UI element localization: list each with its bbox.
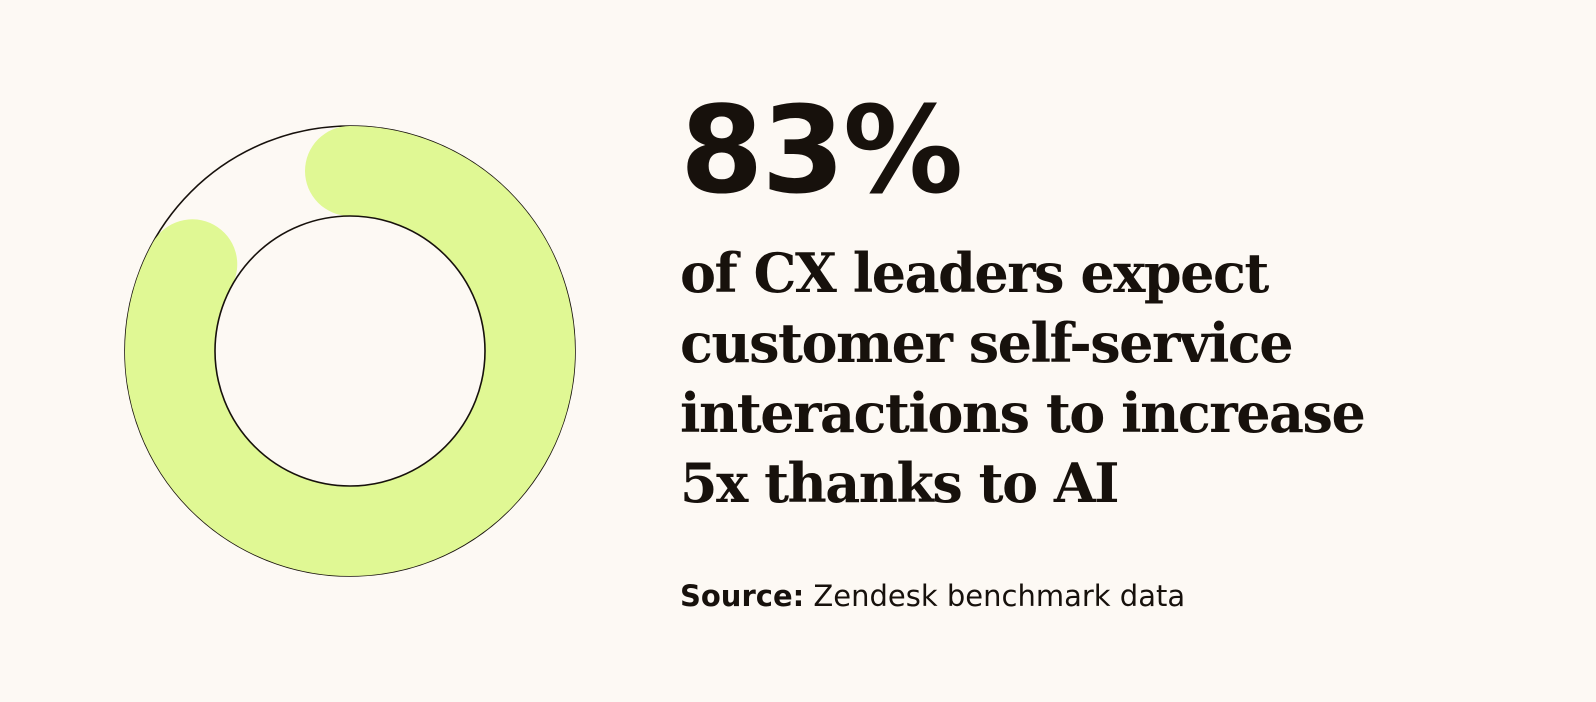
stat-text-block: 83% of CX leaders expect customer self-s… bbox=[680, 92, 1560, 611]
headline-line: 5x thanks to AI bbox=[680, 451, 1120, 515]
headline-line: of CX leaders expect bbox=[680, 241, 1269, 305]
donut-arc-83-percent bbox=[125, 126, 575, 576]
headline-line: interactions to increase bbox=[680, 381, 1366, 445]
stat-headline: of CX leaders expect customer self-servi… bbox=[680, 238, 1560, 518]
stat-value: 83% bbox=[680, 82, 963, 221]
source-line: Source: Zendesk benchmark data bbox=[680, 582, 1560, 611]
source-text: Zendesk benchmark data bbox=[804, 579, 1186, 613]
source-label: Source: bbox=[680, 579, 805, 613]
headline-line: customer self-service bbox=[680, 311, 1294, 375]
donut-chart bbox=[124, 125, 576, 577]
donut-inner-outline bbox=[214, 215, 486, 487]
